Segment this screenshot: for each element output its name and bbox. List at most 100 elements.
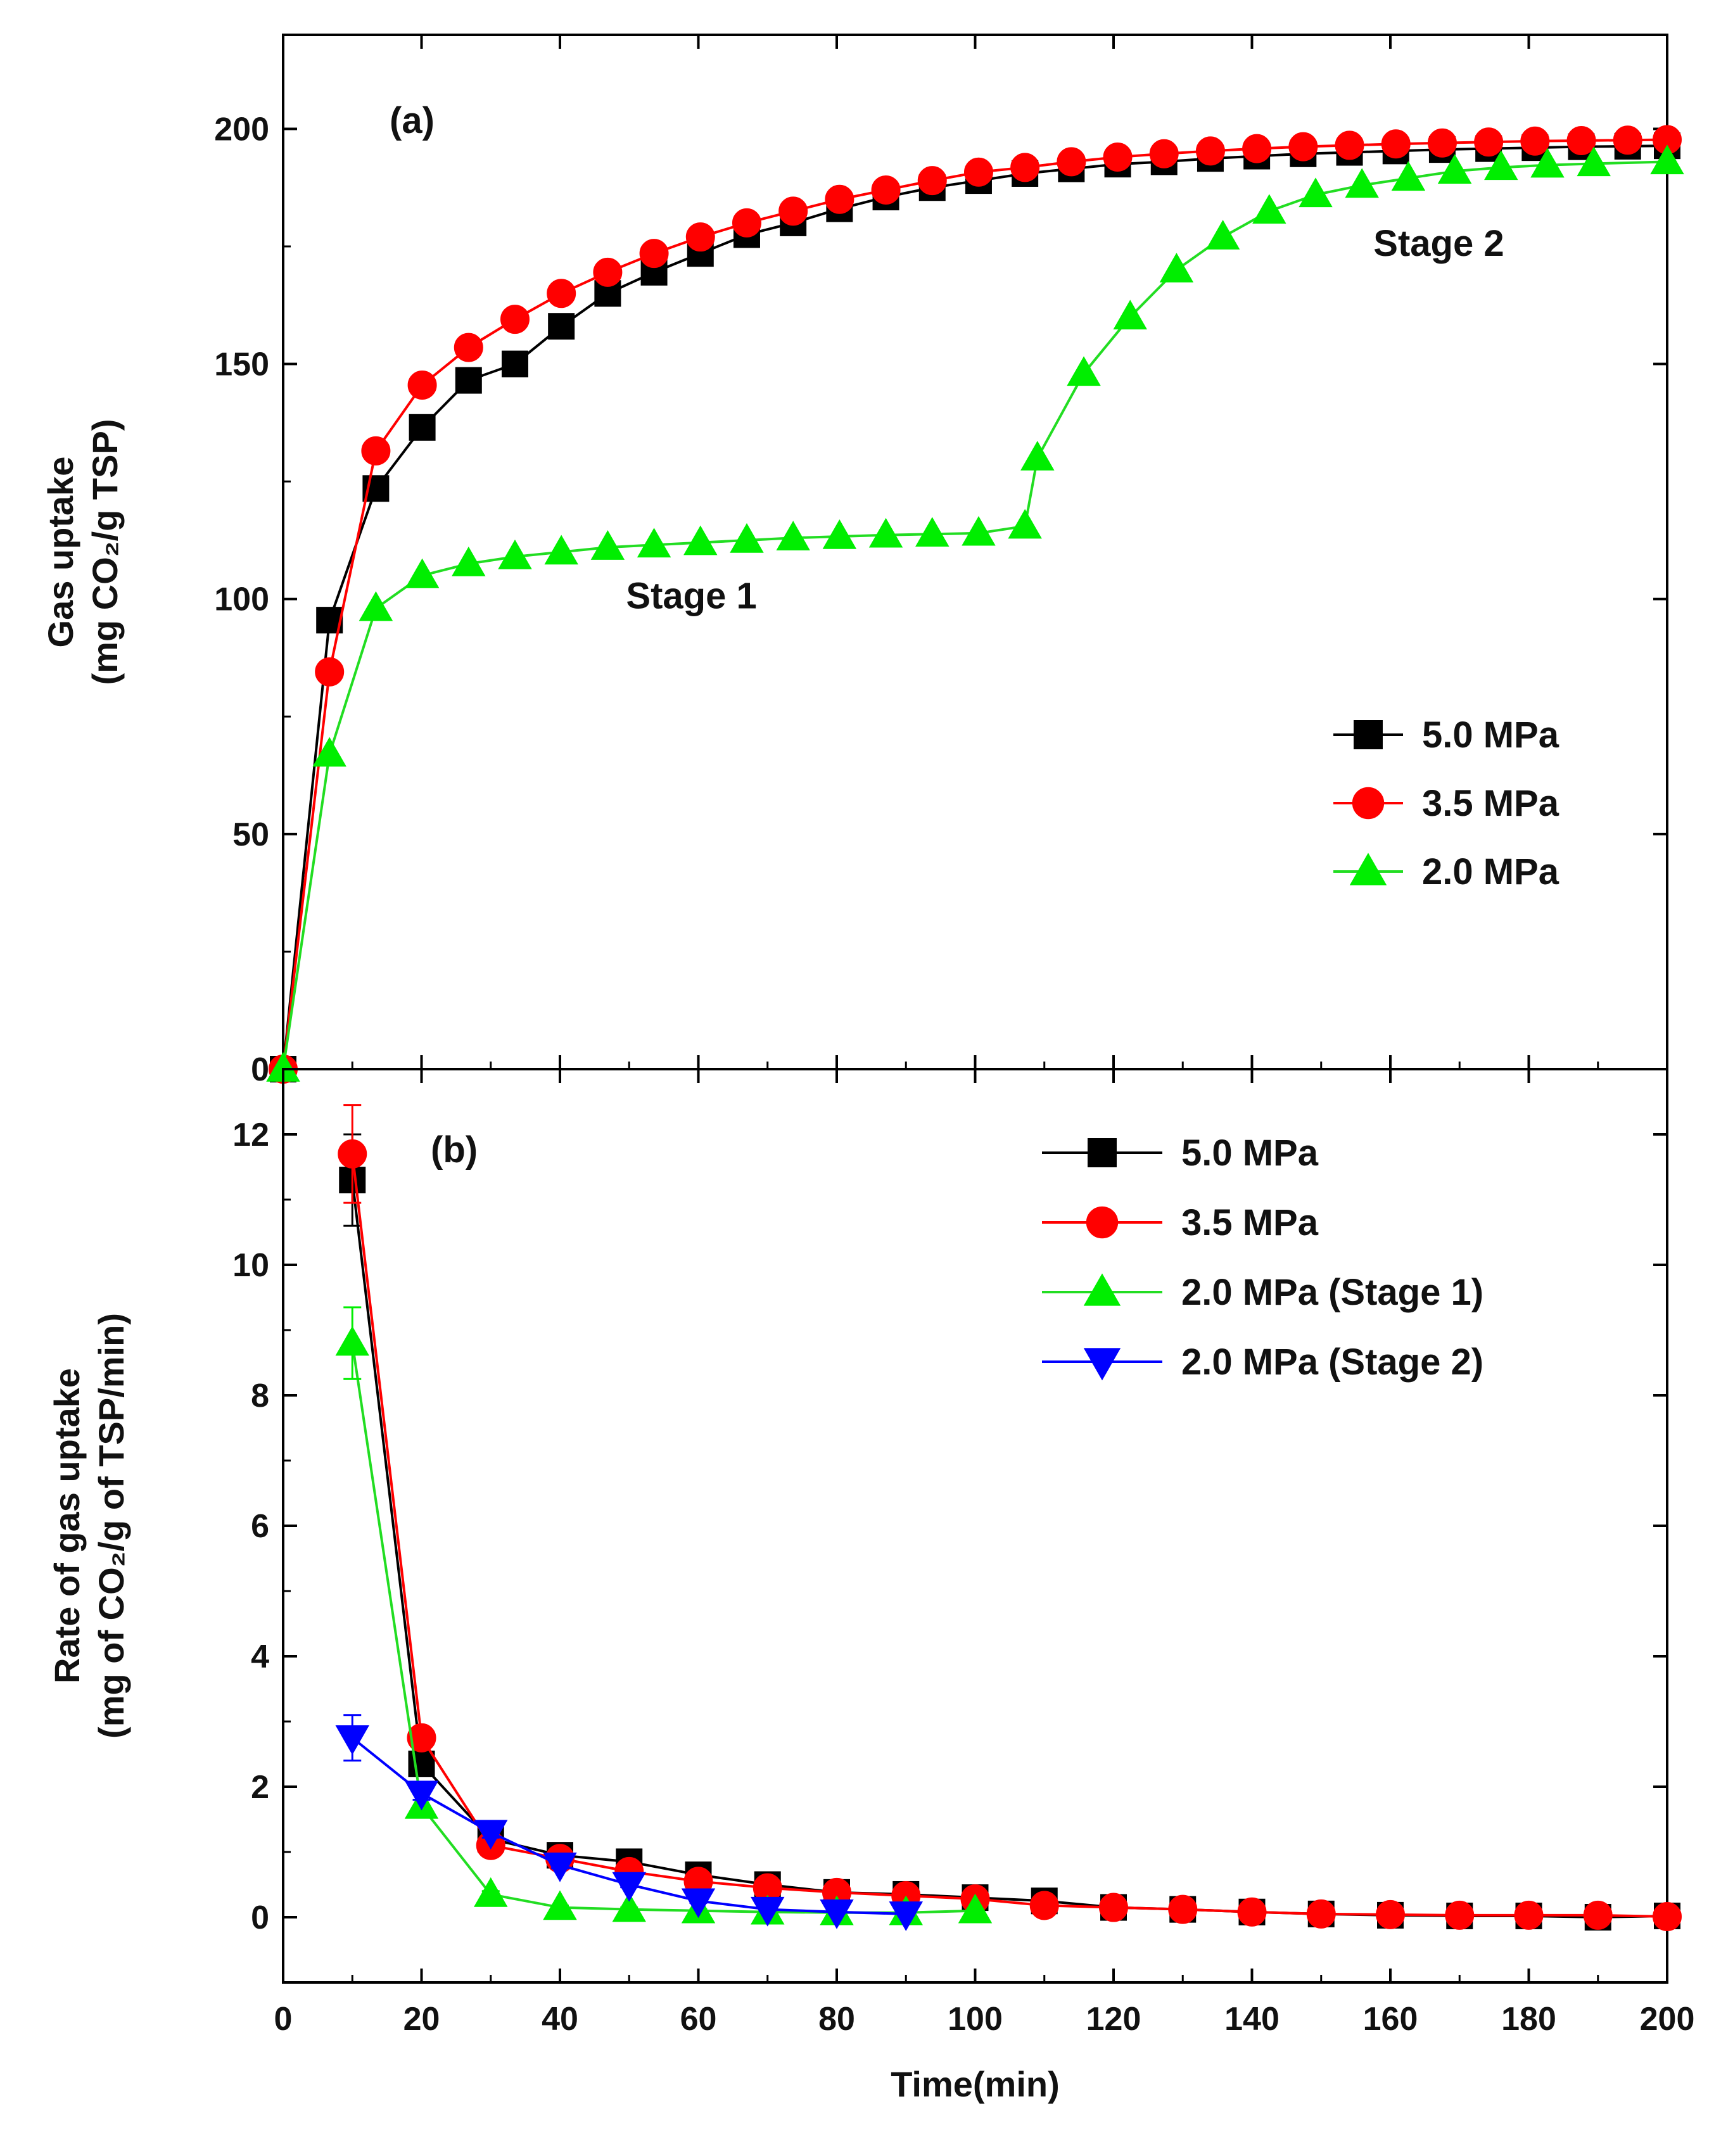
data-point-3-5-mpa xyxy=(639,239,669,269)
legend-label-2-0-mpa: 2.0 MPa xyxy=(1422,851,1559,892)
legend-marker-3-5-mpa xyxy=(1352,787,1385,820)
y-tick-label-a: 200 xyxy=(214,111,269,148)
data-point-2-0-mpa-stage-2 xyxy=(335,1725,369,1755)
data-point-2-0-mpa xyxy=(1020,441,1055,471)
data-point-3-5-mpa xyxy=(1427,128,1457,158)
series-2-0-mpa xyxy=(266,144,1684,1082)
legend-label-3-5-mpa: 3.5 MPa xyxy=(1181,1202,1319,1243)
y-tick-label-b: 6 xyxy=(251,1508,269,1545)
data-point-2-0-mpa-stage-2 xyxy=(474,1820,508,1850)
legend-label-2-0-mpa-stage-1: 2.0 MPa (Stage 1) xyxy=(1181,1272,1483,1313)
legend-label-2-0-mpa-stage-2: 2.0 MPa (Stage 2) xyxy=(1181,1341,1483,1383)
data-point-2-0-mpa xyxy=(683,525,718,555)
x-tick-label: 200 xyxy=(1640,2001,1695,2038)
data-point-3-5-mpa xyxy=(917,166,947,196)
data-point-5-0-mpa xyxy=(409,414,436,441)
data-point-3-5-mpa xyxy=(1445,1900,1475,1930)
legend-marker-2-0-mpa-stage-1 xyxy=(1083,1273,1121,1306)
data-point-3-5-mpa xyxy=(1613,125,1642,155)
data-point-2-0-mpa xyxy=(915,517,949,547)
data-point-5-0-mpa xyxy=(455,367,482,394)
data-point-3-5-mpa xyxy=(1149,139,1179,168)
data-point-2-0-mpa xyxy=(1113,300,1147,330)
y-axis-title-b: Rate of gas uptake xyxy=(47,1368,87,1684)
data-point-2-0-mpa xyxy=(359,591,393,621)
x-tick-label: 20 xyxy=(403,2001,440,2038)
legend-marker-5-0-mpa xyxy=(1354,720,1383,749)
data-point-3-5-mpa xyxy=(1103,142,1133,172)
data-point-2-0-mpa xyxy=(1252,194,1286,224)
y-tick-label-a: 100 xyxy=(214,581,269,618)
data-point-3-5-mpa xyxy=(454,333,483,362)
series-2-0-mpa-stage-2 xyxy=(335,1714,923,1931)
data-point-2-0-mpa-stage-2 xyxy=(404,1780,439,1811)
data-point-2-0-mpa xyxy=(498,539,532,569)
data-point-2-0-mpa xyxy=(452,547,486,576)
data-point-2-0-mpa xyxy=(1437,154,1472,184)
data-point-5-0-mpa xyxy=(548,313,575,340)
data-point-3-5-mpa xyxy=(1242,134,1272,163)
data-point-2-0-mpa-stage-1 xyxy=(335,1326,369,1356)
y-tick-label-a: 150 xyxy=(214,346,269,383)
data-point-2-0-mpa-stage-1 xyxy=(474,1877,508,1907)
data-point-2-0-mpa xyxy=(1159,253,1194,282)
legend-label-5-0-mpa: 5.0 MPa xyxy=(1181,1132,1319,1174)
data-point-3-5-mpa xyxy=(685,222,715,252)
data-point-3-5-mpa xyxy=(1010,153,1040,182)
data-point-3-5-mpa xyxy=(1195,136,1225,166)
y-tick-label-b: 10 xyxy=(232,1247,269,1284)
data-point-3-5-mpa xyxy=(1653,1901,1682,1931)
legend-b: 5.0 MPa 3.5 MPa 2.0 MPa (Stage 1) 2.0 MPa (… xyxy=(1042,1132,1483,1383)
data-point-3-5-mpa xyxy=(1381,129,1411,159)
data-point-2-0-mpa xyxy=(962,516,996,546)
legend-label-5-0-mpa: 5.0 MPa xyxy=(1422,714,1559,756)
data-point-2-0-mpa xyxy=(1008,509,1042,539)
data-point-2-0-mpa xyxy=(1650,144,1684,175)
panel-label-a: (a) xyxy=(390,100,435,141)
data-point-3-5-mpa xyxy=(500,305,530,334)
x-tick-label: 160 xyxy=(1363,2001,1418,2038)
data-point-2-0-mpa xyxy=(730,523,764,553)
data-point-3-5-mpa xyxy=(407,1723,436,1753)
data-point-2-0-mpa-stage-2 xyxy=(681,1888,716,1918)
legend-marker-2-0-mpa-stage-2 xyxy=(1083,1348,1121,1381)
x-tick-label: 100 xyxy=(948,2001,1003,2038)
data-point-2-0-mpa xyxy=(1577,146,1611,177)
data-point-2-0-mpa-stage-2 xyxy=(820,1899,854,1929)
y-tick-label-b: 4 xyxy=(251,1639,269,1675)
y-tick-label-a: 0 xyxy=(251,1051,269,1088)
data-point-3-5-mpa xyxy=(315,657,345,687)
x-tick-label: 180 xyxy=(1501,2001,1556,2038)
data-point-2-0-mpa xyxy=(1484,150,1518,181)
annotation-stage-2: Stage 2 xyxy=(1373,223,1504,264)
panel-label-b: (b) xyxy=(431,1129,478,1170)
data-point-2-0-mpa xyxy=(1391,161,1426,191)
y-axis-title-a: Gas uptake xyxy=(41,457,80,648)
x-axis-title: Time(min) xyxy=(891,2064,1060,2104)
legend-label-3-5-mpa: 3.5 MPa xyxy=(1422,783,1559,824)
x-tick-label: 60 xyxy=(680,2001,717,2038)
data-point-2-0-mpa xyxy=(637,528,671,558)
data-point-3-5-mpa xyxy=(1168,1894,1198,1924)
data-point-3-5-mpa xyxy=(963,157,993,187)
data-point-2-0-mpa-stage-1 xyxy=(612,1892,646,1922)
x-tick-label: 120 xyxy=(1086,2001,1141,2038)
data-point-2-0-mpa xyxy=(822,519,857,549)
y-tick-label-b: 0 xyxy=(251,1899,269,1936)
y-tick-label-b: 2 xyxy=(251,1769,269,1806)
data-point-3-5-mpa xyxy=(1514,1900,1544,1930)
data-point-3-5-mpa xyxy=(1376,1899,1405,1929)
x-tick-label: 80 xyxy=(818,2001,855,2038)
panel-a: 0 50 100 150 200 Gas uptake (mg CO₂/g TSP) (a) S… xyxy=(41,34,1684,1088)
data-point-3-5-mpa xyxy=(361,436,391,466)
data-point-3-5-mpa xyxy=(1099,1893,1128,1922)
data-point-3-5-mpa xyxy=(1057,147,1086,177)
series-3-5-mpa xyxy=(338,1104,1682,1931)
data-point-2-0-mpa-stage-2 xyxy=(889,1901,923,1931)
data-point-2-0-mpa xyxy=(1067,356,1101,386)
data-point-3-5-mpa xyxy=(1583,1900,1613,1930)
data-point-2-0-mpa xyxy=(312,737,346,767)
data-point-2-0-mpa-stage-1 xyxy=(958,1893,993,1924)
data-point-3-5-mpa xyxy=(1288,132,1318,162)
